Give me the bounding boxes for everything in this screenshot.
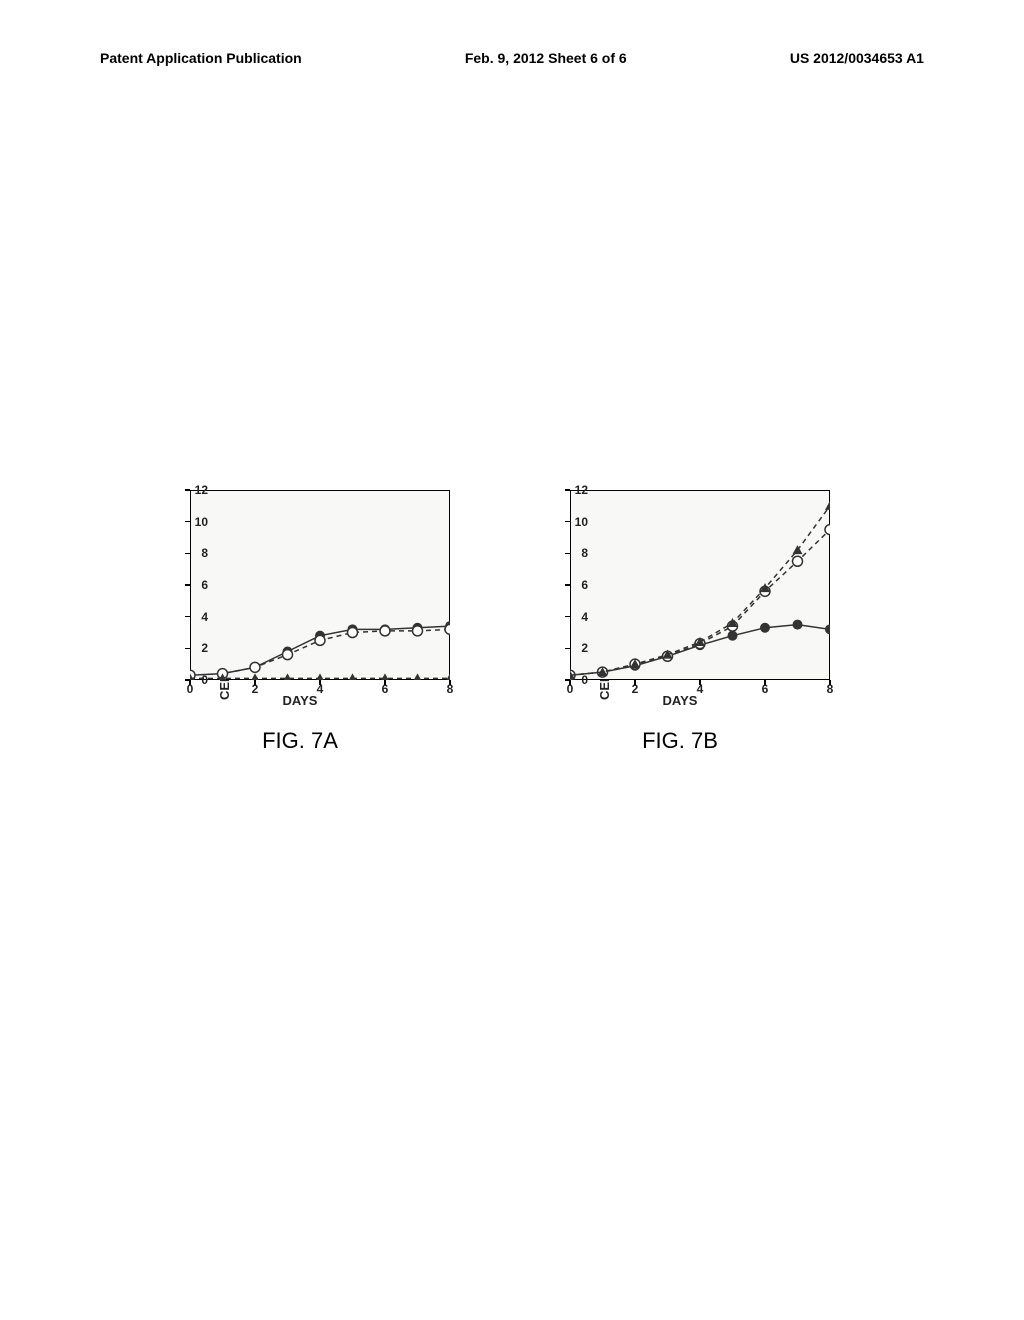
y-tick-label: 8 (201, 546, 208, 560)
y-tick-mark (185, 521, 190, 523)
chart-b-xlabel: DAYS (663, 693, 698, 708)
header-center: Feb. 9, 2012 Sheet 6 of 6 (465, 50, 627, 66)
y-tick-mark (565, 489, 570, 491)
marker-circle-open (348, 628, 358, 638)
y-tick-label: 4 (581, 610, 588, 624)
y-tick-label: 6 (201, 578, 208, 592)
x-tick-mark (384, 680, 386, 685)
marker-circle-filled (728, 631, 738, 641)
marker-triangle-filled (250, 673, 260, 680)
marker-circle-open (413, 626, 423, 636)
chart-a-wrapper: CELL DENSITY (x10⁷ CELL ml⁻¹) DAYS Wt 02… (130, 480, 470, 754)
header-left: Patent Application Publication (100, 50, 302, 66)
y-tick-mark (565, 521, 570, 523)
y-tick-label: 12 (575, 483, 588, 497)
header-right: US 2012/0034653 A1 (790, 50, 924, 66)
chart-a-svg (190, 490, 450, 680)
x-tick-mark (319, 680, 321, 685)
y-tick-mark (565, 553, 570, 555)
y-tick-label: 8 (581, 546, 588, 560)
chart-b-wrapper: CELL DENSITY (x10⁷ CELL ml⁻¹) DAYS Glut1… (510, 480, 850, 754)
chart-b-svg (570, 490, 830, 680)
x-tick-mark (254, 680, 256, 685)
x-tick-mark (829, 680, 831, 685)
y-tick-mark (565, 584, 570, 586)
y-tick-mark (565, 616, 570, 618)
y-tick-mark (565, 648, 570, 650)
chart-b: CELL DENSITY (x10⁷ CELL ml⁻¹) DAYS Glut1… (510, 480, 850, 720)
y-tick-label: 10 (575, 515, 588, 529)
y-tick-mark (185, 648, 190, 650)
chart-a-xlabel: DAYS (283, 693, 318, 708)
marker-circle-open (250, 662, 260, 672)
marker-triangle-filled (825, 501, 830, 510)
charts-container: CELL DENSITY (x10⁷ CELL ml⁻¹) DAYS Wt 02… (130, 480, 850, 754)
y-tick-label: 2 (581, 641, 588, 655)
y-tick-label: 10 (195, 515, 208, 529)
marker-circle-open (445, 624, 450, 634)
marker-circle-open (825, 525, 830, 535)
fig-label-b: FIG. 7B (642, 728, 718, 754)
chart-a: CELL DENSITY (x10⁷ CELL ml⁻¹) DAYS Wt 02… (130, 480, 470, 720)
y-tick-mark (185, 584, 190, 586)
marker-circle-open (315, 635, 325, 645)
marker-triangle-filled (793, 545, 803, 554)
x-tick-mark (569, 680, 571, 685)
marker-circle-filled (760, 623, 770, 633)
y-tick-label: 12 (195, 483, 208, 497)
x-tick-mark (699, 680, 701, 685)
y-tick-label: 0 (201, 673, 208, 687)
x-tick-mark (449, 680, 451, 685)
marker-circle-filled (793, 620, 803, 630)
y-tick-mark (185, 553, 190, 555)
y-tick-label: 4 (201, 610, 208, 624)
x-tick-mark (189, 680, 191, 685)
x-tick-mark (634, 680, 636, 685)
marker-triangle-filled (413, 673, 423, 680)
marker-circle-open (793, 556, 803, 566)
y-tick-mark (185, 489, 190, 491)
marker-circle-open (283, 650, 293, 660)
y-tick-label: 2 (201, 641, 208, 655)
page-header: Patent Application Publication Feb. 9, 2… (0, 50, 1024, 66)
x-tick-mark (764, 680, 766, 685)
y-tick-label: 0 (581, 673, 588, 687)
fig-label-a: FIG. 7A (262, 728, 338, 754)
y-tick-label: 6 (581, 578, 588, 592)
y-tick-mark (185, 616, 190, 618)
series-line (570, 530, 830, 676)
marker-circle-filled (825, 624, 830, 634)
marker-circle-open (380, 626, 390, 636)
